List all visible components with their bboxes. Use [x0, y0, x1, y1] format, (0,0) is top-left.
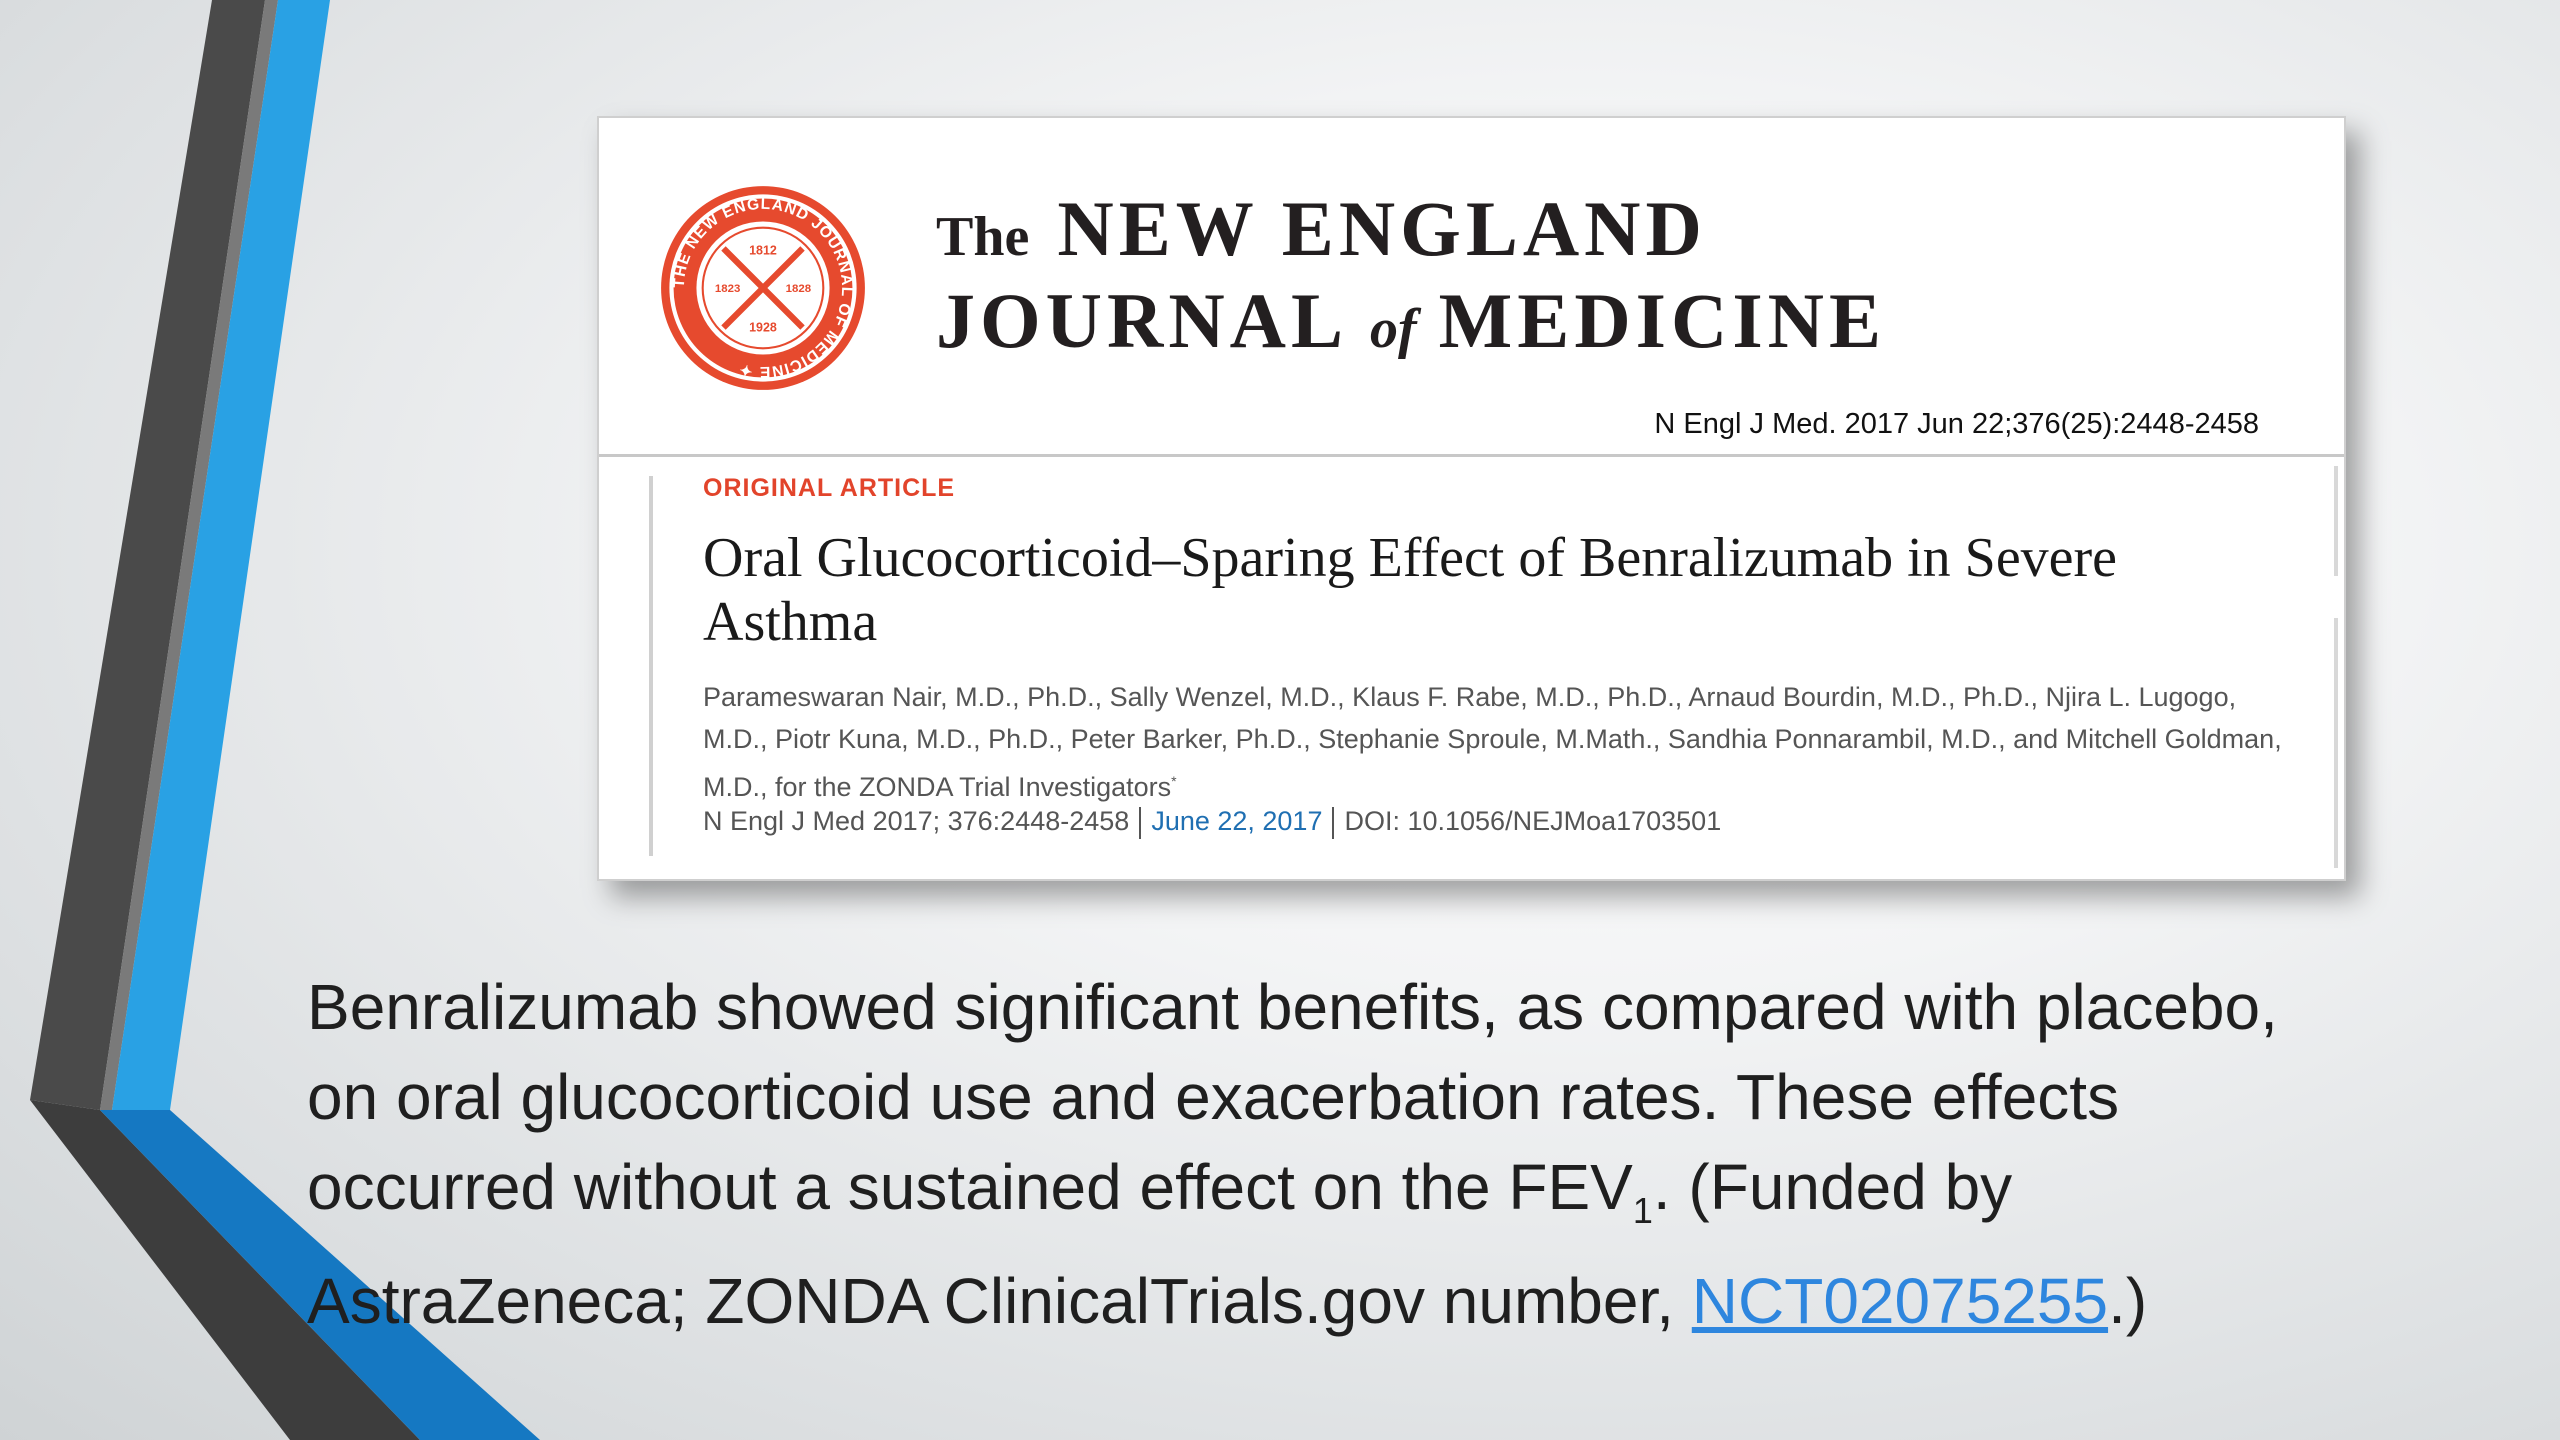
citation-separator [1139, 806, 1142, 839]
deco-blue-upper-stripe [112, 0, 330, 1110]
left-rule [649, 476, 653, 856]
summary-line-4-text: AstraZeneca; ZONDA ClinicalTrials.gov nu… [307, 1264, 1692, 1337]
journal-article-card: THE NEW ENGLAND JOURNAL OF MEDICINE ✦ 18… [597, 116, 2346, 881]
masthead-new-england: NEW ENGLAND [1057, 185, 1707, 272]
header-citation: N Engl J Med. 2017 Jun 22;376(25):2448-2… [1654, 408, 2259, 440]
summary-line-4: AstraZeneca; ZONDA ClinicalTrials.gov nu… [307, 1256, 2487, 1346]
masthead-of: of [1370, 298, 1417, 360]
masthead-medicine: MEDICINE [1438, 277, 1887, 364]
summary-line-4-end: .) [2108, 1264, 2148, 1337]
masthead-journal: JOURNAL [936, 277, 1349, 364]
summary-line-1: Benralizumab showed significant benefits… [307, 971, 2278, 1043]
header-divider [599, 454, 2344, 457]
slide-summary-text: Benralizumab showed significant benefits… [307, 962, 2487, 1346]
deco-blue-lower-stripe [100, 1110, 540, 1440]
article-authors: Parameswaran Nair, M.D., Ph.D., Sally We… [703, 676, 2303, 808]
clinical-trial-link[interactable]: NCT02075255 [1691, 1264, 2109, 1337]
article-citation-line: N Engl J Med 2017; 376:2448-2458 June 22,… [703, 806, 1721, 839]
summary-line-3-text: occurred without a sustained effect on t… [307, 1151, 1633, 1223]
svg-text:1828: 1828 [786, 283, 812, 295]
right-rule-lower [2334, 618, 2338, 868]
journal-masthead: The NEW ENGLAND JOURNAL of MEDICINE [936, 190, 1886, 374]
svg-text:1812: 1812 [749, 244, 777, 258]
fev-subscript: 1 [1632, 1189, 1653, 1231]
authors-list: Parameswaran Nair, M.D., Ph.D., Sally We… [703, 682, 2282, 802]
article-type-label: ORIGINAL ARTICLE [703, 474, 956, 502]
nejm-seal-logo: THE NEW ENGLAND JOURNAL OF MEDICINE ✦ 18… [661, 186, 865, 390]
article-title: Oral Glucocorticoid–Sparing Effect of Be… [703, 527, 2118, 653]
summary-line-3: occurred without a sustained effect on t… [307, 1142, 2487, 1256]
deco-gray-upper-stripe [100, 0, 278, 1110]
masthead-the: The [936, 206, 1030, 268]
summary-line-3-end: . (Funded by [1652, 1151, 2013, 1223]
article-doi: DOI: 10.1056/NEJMoa1703501 [1344, 806, 1722, 836]
summary-line-2: on oral glucocorticoid use and exacerbat… [307, 1061, 2120, 1133]
svg-text:1823: 1823 [715, 283, 740, 295]
deco-dark-upper-stripe [30, 0, 265, 1110]
authors-footnote-mark: * [1171, 773, 1177, 789]
right-rule [2334, 466, 2338, 576]
citation-separator [1332, 806, 1335, 839]
article-citation: N Engl J Med 2017; 376:2448-2458 [703, 806, 1130, 836]
journal-header: THE NEW ENGLAND JOURNAL OF MEDICINE ✦ 18… [599, 118, 2344, 454]
svg-text:1928: 1928 [749, 321, 777, 335]
deco-dark-lower-stripe [30, 1100, 420, 1440]
article-date-link[interactable]: June 22, 2017 [1151, 806, 1323, 836]
